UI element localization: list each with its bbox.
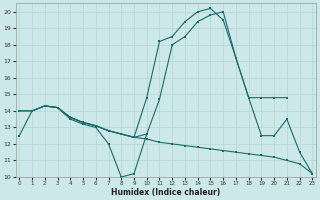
X-axis label: Humidex (Indice chaleur): Humidex (Indice chaleur) xyxy=(111,188,220,197)
